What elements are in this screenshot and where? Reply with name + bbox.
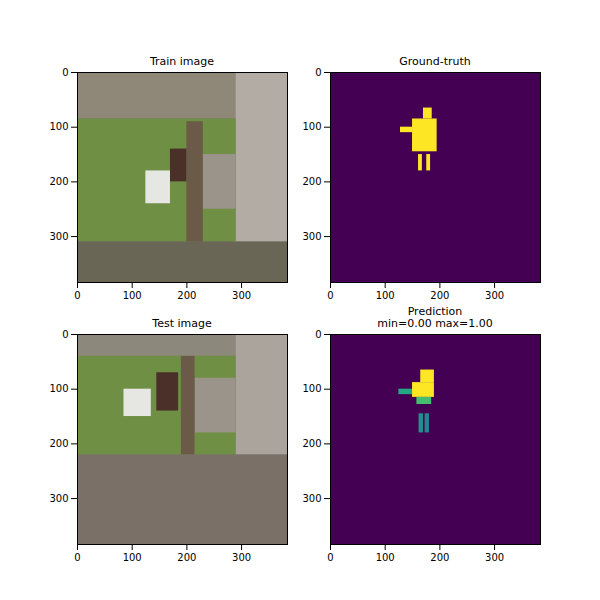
svg-text:200: 200	[49, 176, 68, 187]
svg-text:200: 200	[430, 290, 449, 301]
svg-text:300: 300	[49, 231, 68, 242]
html-text:Prediction min=0.00 max=1.00: Prediction min=0.00 max=1.00	[377, 305, 493, 330]
svg-text:300: 300	[302, 231, 321, 242]
svg-text:100: 100	[376, 552, 395, 563]
svg-text:0: 0	[315, 67, 321, 78]
svg-text:0: 0	[74, 552, 80, 563]
html-text:Train image: Train image	[149, 55, 215, 68]
svg-text:100: 100	[123, 552, 142, 563]
svg-text:100: 100	[49, 383, 68, 394]
svg-text:300: 300	[232, 290, 251, 301]
svg-text:300: 300	[485, 552, 504, 563]
svg-text:300: 300	[302, 493, 321, 504]
svg-text:100: 100	[49, 121, 68, 132]
svg-text:0: 0	[327, 290, 333, 301]
svg-text:200: 200	[302, 176, 321, 187]
html-text:Ground-truth: Ground-truth	[399, 55, 471, 68]
svg-text:100: 100	[302, 383, 321, 394]
svg-text:200: 200	[302, 438, 321, 449]
svg-text:200: 200	[49, 438, 68, 449]
svg-text:100: 100	[376, 290, 395, 301]
svg-text:0: 0	[62, 329, 68, 340]
svg-text:100: 100	[123, 290, 142, 301]
html-text:Test image: Test image	[152, 317, 212, 330]
svg-text:0: 0	[327, 552, 333, 563]
svg-text:300: 300	[49, 493, 68, 504]
svg-text:200: 200	[177, 290, 196, 301]
svg-text:300: 300	[485, 290, 504, 301]
svg-text:0: 0	[315, 329, 321, 340]
svg-text:0: 0	[74, 290, 80, 301]
svg-text:300: 300	[232, 552, 251, 563]
svg-text:0: 0	[62, 67, 68, 78]
svg-text:200: 200	[177, 552, 196, 563]
svg-text:200: 200	[430, 552, 449, 563]
svg-text:100: 100	[302, 121, 321, 132]
